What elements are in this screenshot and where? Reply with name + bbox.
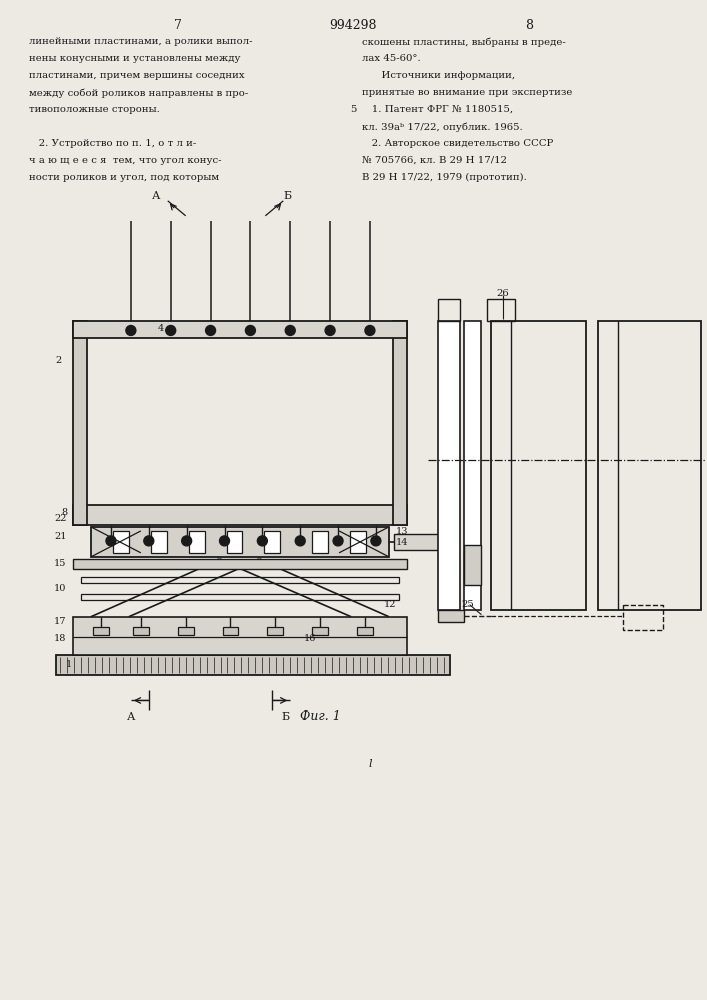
Text: 2. Устройство по п. 1, о т л и-: 2. Устройство по п. 1, о т л и- bbox=[29, 139, 197, 148]
Text: Б: Б bbox=[284, 191, 291, 201]
Bar bbox=[438, 610, 464, 622]
Bar bbox=[73, 320, 87, 525]
Bar bbox=[73, 617, 407, 655]
Text: 12: 12 bbox=[384, 600, 396, 609]
Bar bbox=[133, 627, 148, 635]
Text: А: А bbox=[151, 191, 160, 201]
Bar bbox=[189, 531, 204, 553]
Circle shape bbox=[371, 536, 381, 546]
Text: 5: 5 bbox=[350, 105, 356, 114]
Text: между собой роликов направлены в про-: между собой роликов направлены в про- bbox=[29, 88, 249, 98]
Bar bbox=[81, 594, 399, 600]
Text: 10: 10 bbox=[54, 584, 66, 593]
Bar bbox=[226, 531, 243, 553]
Bar bbox=[73, 320, 407, 338]
Circle shape bbox=[182, 536, 192, 546]
Circle shape bbox=[106, 536, 116, 546]
Circle shape bbox=[296, 536, 305, 546]
Bar bbox=[312, 627, 328, 635]
Text: 8: 8 bbox=[61, 508, 67, 517]
Circle shape bbox=[257, 536, 267, 546]
Text: кл. 39аᵇ 17/22, опублик. 1965.: кл. 39аᵇ 17/22, опублик. 1965. bbox=[362, 122, 522, 132]
Text: 4: 4 bbox=[158, 324, 164, 333]
Text: 18: 18 bbox=[54, 634, 66, 643]
Text: линейными пластинами, а ролики выпол-: линейными пластинами, а ролики выпол- bbox=[29, 37, 253, 46]
Bar bbox=[464, 320, 481, 610]
Text: 16: 16 bbox=[304, 634, 316, 643]
Text: 13: 13 bbox=[395, 527, 408, 536]
Text: Фиг. 1: Фиг. 1 bbox=[300, 710, 341, 723]
Text: лах 45-60°.: лах 45-60°. bbox=[362, 54, 421, 63]
Text: пластинами, причем вершины соседних: пластинами, причем вершины соседних bbox=[29, 71, 245, 80]
Text: нены конусными и установлены между: нены конусными и установлены между bbox=[29, 54, 241, 63]
Text: принятые во внимание при экспертизе: принятые во внимание при экспертизе bbox=[362, 88, 573, 97]
Bar bbox=[151, 531, 167, 553]
Bar bbox=[73, 559, 407, 569]
Bar bbox=[487, 299, 515, 320]
Circle shape bbox=[285, 325, 296, 335]
Text: Источники информации,: Источники информации, bbox=[362, 71, 515, 80]
Text: 17: 17 bbox=[54, 617, 66, 626]
Bar bbox=[438, 320, 460, 610]
Text: 1. Патент ФРГ № 1180515,: 1. Патент ФРГ № 1180515, bbox=[362, 105, 513, 114]
Bar bbox=[393, 320, 407, 525]
Text: 22: 22 bbox=[54, 514, 66, 523]
Text: 7: 7 bbox=[174, 19, 182, 32]
Text: А: А bbox=[127, 712, 135, 722]
Bar bbox=[464, 545, 481, 585]
Bar bbox=[73, 505, 407, 525]
Circle shape bbox=[126, 325, 136, 335]
Bar bbox=[267, 627, 284, 635]
Text: 25: 25 bbox=[462, 600, 474, 609]
Text: 21: 21 bbox=[54, 532, 66, 541]
Bar bbox=[623, 605, 662, 630]
Bar bbox=[91, 527, 389, 557]
Text: 8: 8 bbox=[525, 19, 533, 32]
Circle shape bbox=[165, 325, 176, 335]
Text: ности роликов и угол, под которым: ности роликов и угол, под которым bbox=[29, 173, 219, 182]
Bar bbox=[357, 627, 373, 635]
Bar bbox=[350, 531, 366, 553]
Text: 1: 1 bbox=[66, 660, 72, 669]
Bar bbox=[223, 627, 238, 635]
Text: скошены пластины, выбраны в преде-: скошены пластины, выбраны в преде- bbox=[362, 37, 566, 47]
Circle shape bbox=[144, 536, 154, 546]
Bar bbox=[264, 531, 280, 553]
Circle shape bbox=[245, 325, 255, 335]
Text: В 29 Н 17/22, 1979 (прототип).: В 29 Н 17/22, 1979 (прототип). bbox=[362, 173, 527, 182]
Bar bbox=[93, 627, 109, 635]
Text: тивоположные стороны.: тивоположные стороны. bbox=[29, 105, 160, 114]
Text: 26: 26 bbox=[496, 289, 509, 298]
Text: 2: 2 bbox=[55, 356, 62, 365]
Bar bbox=[56, 655, 450, 675]
Circle shape bbox=[365, 325, 375, 335]
Bar bbox=[438, 299, 460, 320]
Bar bbox=[177, 627, 194, 635]
Circle shape bbox=[220, 536, 230, 546]
Text: l: l bbox=[368, 759, 372, 769]
Bar bbox=[113, 531, 129, 553]
Bar bbox=[394, 534, 455, 550]
Text: № 705766, кл. В 29 Н 17/12: № 705766, кл. В 29 Н 17/12 bbox=[362, 156, 507, 165]
Bar bbox=[312, 531, 328, 553]
Circle shape bbox=[206, 325, 216, 335]
Text: 994298: 994298 bbox=[329, 19, 377, 32]
Text: Б: Б bbox=[281, 712, 289, 722]
Circle shape bbox=[325, 325, 335, 335]
Text: 15: 15 bbox=[54, 559, 66, 568]
Text: 14: 14 bbox=[395, 538, 408, 547]
Bar bbox=[81, 577, 399, 583]
Bar bbox=[491, 320, 586, 610]
Bar bbox=[598, 320, 701, 610]
Circle shape bbox=[333, 536, 343, 546]
Text: 2. Авторское свидетельство СССР: 2. Авторское свидетельство СССР bbox=[362, 139, 553, 148]
Text: ч а ю щ е е с я  тем, что угол конус-: ч а ю щ е е с я тем, что угол конус- bbox=[29, 156, 222, 165]
